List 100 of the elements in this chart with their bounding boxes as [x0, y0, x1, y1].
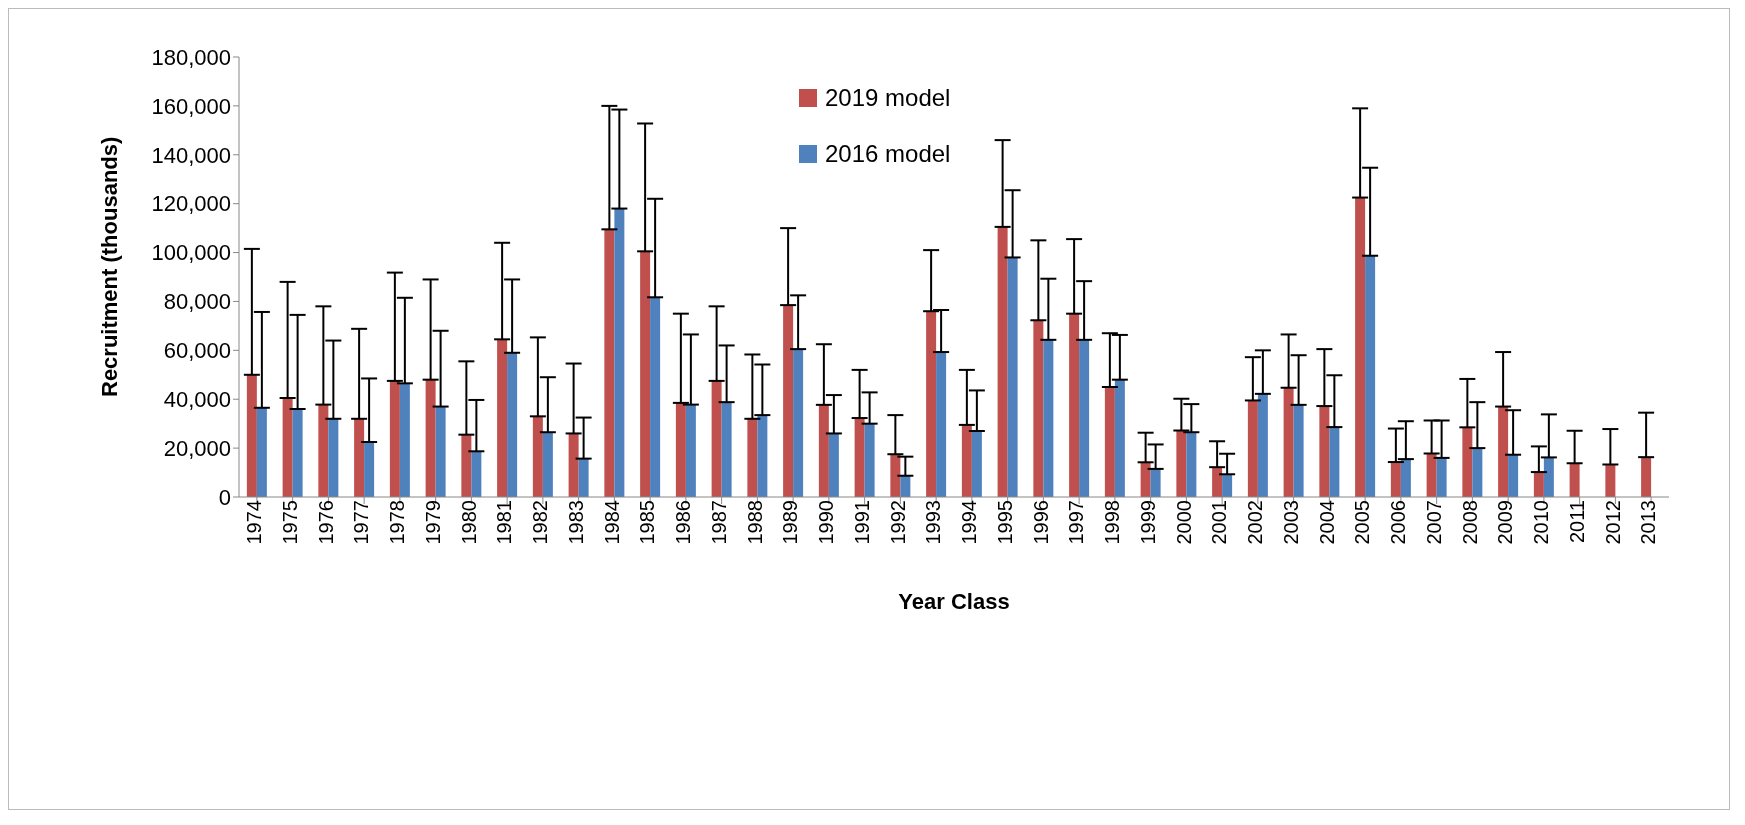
- y-tick-label: 60,000: [163, 338, 231, 364]
- x-tick-label: 2010: [1530, 500, 1553, 545]
- bar: [721, 402, 732, 497]
- y-tick-label: 180,000: [151, 44, 231, 70]
- bar: [890, 454, 901, 497]
- x-tick-label: 1977: [350, 500, 373, 545]
- bar: [318, 404, 329, 497]
- bar: [711, 380, 722, 497]
- x-tick-label: 1994: [958, 500, 981, 545]
- x-tick-label: 1989: [779, 500, 802, 545]
- x-tick-label: 2001: [1208, 500, 1231, 545]
- y-tick-label: 0: [218, 484, 231, 510]
- x-tick-label: 2005: [1351, 500, 1374, 545]
- bar: [1104, 387, 1115, 497]
- x-tick-label: 2002: [1244, 500, 1267, 545]
- bar: [399, 383, 410, 497]
- y-tick-label: 160,000: [151, 93, 231, 119]
- bar: [864, 423, 875, 497]
- bar: [1462, 427, 1473, 497]
- x-tick-label: 2012: [1601, 500, 1624, 545]
- bar: [1186, 432, 1197, 497]
- bar: [461, 434, 472, 497]
- bar: [1257, 393, 1268, 497]
- legend-label: 2019 model: [825, 84, 951, 112]
- bar: [1293, 404, 1304, 497]
- bar: [364, 442, 375, 497]
- bar: [1212, 467, 1223, 497]
- bar: [793, 349, 804, 497]
- y-axis-title: Recruitment (thousands): [96, 136, 122, 397]
- bar: [1498, 406, 1509, 497]
- x-tick-label: 2008: [1458, 500, 1481, 545]
- bar: [471, 451, 482, 497]
- bar: [389, 380, 400, 497]
- bar: [971, 431, 982, 497]
- bar: [1222, 474, 1233, 497]
- bar: [926, 311, 937, 497]
- x-tick-label: 2009: [1494, 500, 1517, 545]
- x-tick-label: 1993: [922, 500, 945, 545]
- bar: [1283, 387, 1294, 497]
- x-tick-label: 1991: [850, 500, 873, 545]
- bar: [640, 251, 651, 497]
- x-tick-label: 1976: [314, 500, 337, 545]
- x-tick-label: 1975: [278, 500, 301, 545]
- bar: [614, 208, 625, 497]
- bar: [1436, 457, 1447, 497]
- bar: [828, 433, 839, 497]
- bar: [747, 418, 758, 497]
- bar: [1508, 454, 1519, 497]
- bar: [1176, 430, 1187, 497]
- bar: [1033, 320, 1044, 497]
- y-tick-label: 20,000: [163, 435, 231, 461]
- bar: [936, 352, 947, 497]
- x-tick-label: 2007: [1422, 500, 1445, 545]
- x-axis-title: Year Class: [898, 589, 1010, 614]
- bar: [507, 352, 518, 497]
- bar: [1569, 463, 1580, 497]
- x-tick-label: 2004: [1315, 500, 1338, 545]
- x-tick-label: 1996: [1029, 500, 1052, 545]
- x-tick-label: 2006: [1387, 500, 1410, 545]
- bar: [1247, 400, 1258, 497]
- bar: [1007, 257, 1018, 497]
- bar: [328, 418, 339, 497]
- x-tick-label: 2003: [1279, 500, 1302, 545]
- bar: [532, 416, 543, 497]
- x-tick-label: 1987: [707, 500, 730, 545]
- bar: [1390, 462, 1401, 497]
- x-tick-label: 1995: [993, 500, 1016, 545]
- bar: [961, 424, 972, 497]
- x-tick-label: 1986: [672, 500, 695, 545]
- bar: [1150, 468, 1161, 497]
- x-tick-label: 1982: [529, 500, 552, 545]
- bar: [1355, 197, 1366, 497]
- bar: [1605, 464, 1616, 497]
- bar: [1543, 457, 1554, 497]
- x-tick-label: 2011: [1565, 500, 1588, 544]
- bar: [1069, 313, 1080, 497]
- bar: [497, 339, 508, 497]
- x-tick-label: 1999: [1136, 500, 1159, 545]
- x-tick-label: 1997: [1065, 500, 1088, 545]
- bar: [783, 305, 794, 497]
- x-tick-label: 1981: [493, 500, 516, 545]
- bar: [675, 402, 686, 497]
- bar: [568, 433, 579, 497]
- bar: [246, 374, 257, 497]
- bar: [1114, 379, 1125, 497]
- x-tick-label: 1985: [636, 500, 659, 545]
- bar: [1365, 255, 1376, 497]
- bar: [1400, 459, 1411, 497]
- x-tick-label: 1984: [600, 500, 623, 545]
- bar: [256, 407, 267, 497]
- bar: [1472, 448, 1483, 497]
- bar: [997, 226, 1008, 497]
- x-tick-label: 2013: [1637, 500, 1660, 545]
- bar: [1641, 457, 1652, 497]
- y-tick-label: 40,000: [163, 387, 231, 413]
- bar: [578, 458, 589, 497]
- x-tick-label: 1998: [1101, 500, 1124, 545]
- x-tick-label: 1990: [815, 500, 838, 545]
- bar: [425, 379, 436, 497]
- bar: [1140, 462, 1151, 497]
